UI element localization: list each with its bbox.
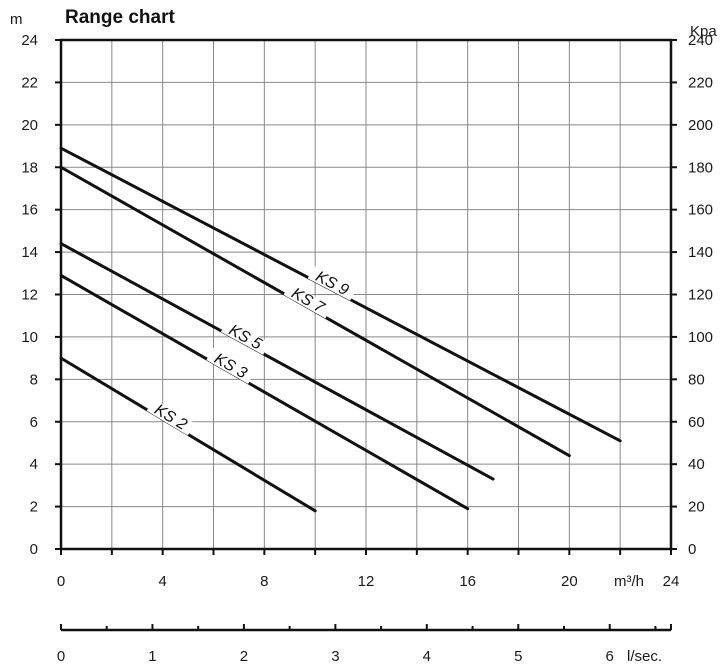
y-tick-label: 0: [30, 541, 38, 558]
x-axis-label: m³/h: [614, 573, 644, 590]
x-tick-label: 0: [57, 573, 65, 590]
y2-tick-label: 80: [688, 371, 705, 388]
series-label: KS 5: [226, 322, 265, 354]
y2-tick-label: 120: [688, 287, 713, 304]
y-tick-label: 22: [21, 74, 38, 91]
y2-tick-label: 0: [688, 541, 696, 558]
y2-tick-label: 200: [688, 117, 713, 134]
x2-tick-label: 5: [514, 648, 522, 665]
y2-tick-label: 160: [688, 202, 713, 219]
series-line: [59, 242, 495, 481]
y-tick-label: 14: [21, 244, 38, 261]
series-label-background: [283, 282, 333, 319]
y2-tick-label: 20: [688, 499, 705, 516]
x2-tick-label: 1: [148, 648, 156, 665]
y-tick-label: 2: [30, 499, 38, 516]
y-tick-label: 8: [30, 371, 38, 388]
y2-tick-label: 220: [688, 74, 713, 91]
chart-title: Range chart: [65, 7, 175, 28]
y-tick-label: 16: [21, 202, 38, 219]
y-tick-label: 12: [21, 287, 38, 304]
y-tick-label: 24: [21, 32, 38, 49]
x2-tick-label: 2: [240, 648, 248, 665]
y-axis-label: m: [10, 11, 23, 28]
y-tick-label: 18: [21, 159, 38, 176]
series-label-group: KS 2: [146, 398, 196, 436]
y2-tick-label: 100: [688, 329, 713, 346]
y2-tick-label: 60: [688, 414, 705, 431]
x-tick-label: 12: [358, 573, 375, 590]
y-tick-label: 10: [21, 329, 38, 346]
x2-tick-label: 3: [331, 648, 339, 665]
y2-tick-label: 180: [688, 159, 713, 176]
y2-axis-label: Kpa: [690, 23, 717, 40]
y-tick-label: 6: [30, 414, 38, 431]
series-label-background: [146, 398, 196, 436]
x-end-tick-label: 24: [663, 573, 680, 590]
x-tick-label: 16: [459, 573, 476, 590]
series-label-background: [307, 265, 357, 301]
x2-tick-label: 6: [606, 648, 614, 665]
x2-axis-label: l/sec.: [627, 648, 662, 665]
y2-tick-label: 240: [688, 32, 713, 49]
y2-tick-label: 40: [688, 456, 705, 473]
x-tick-label: 4: [158, 573, 166, 590]
x-tick-label: 8: [260, 573, 268, 590]
x2-tick-label: 0: [57, 648, 65, 665]
series-label-background: [206, 347, 256, 384]
y2-tick-label: 140: [688, 244, 713, 261]
y-tick-label: 4: [30, 456, 38, 473]
x-tick-label: 20: [561, 573, 578, 590]
series-line: [59, 273, 470, 511]
series-label-group: KS 5: [220, 319, 270, 355]
series-label-background: [220, 319, 270, 355]
y-tick-label: 20: [21, 117, 38, 134]
x2-tick-label: 4: [423, 648, 431, 665]
